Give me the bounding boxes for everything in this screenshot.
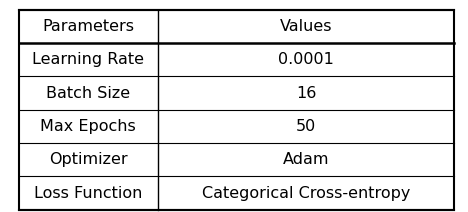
Text: Max Epochs: Max Epochs	[41, 119, 136, 134]
Text: Values: Values	[280, 19, 332, 34]
Text: Learning Rate: Learning Rate	[32, 52, 144, 67]
Text: Optimizer: Optimizer	[49, 152, 128, 167]
Text: Parameters: Parameters	[43, 19, 134, 34]
Text: 0.0001: 0.0001	[278, 52, 334, 67]
Text: Categorical Cross-entropy: Categorical Cross-entropy	[202, 186, 410, 201]
Text: Loss Function: Loss Function	[34, 186, 143, 201]
Text: Adam: Adam	[283, 152, 329, 167]
Text: Batch Size: Batch Size	[46, 85, 131, 100]
Text: 50: 50	[296, 119, 316, 134]
Text: 16: 16	[296, 85, 316, 100]
